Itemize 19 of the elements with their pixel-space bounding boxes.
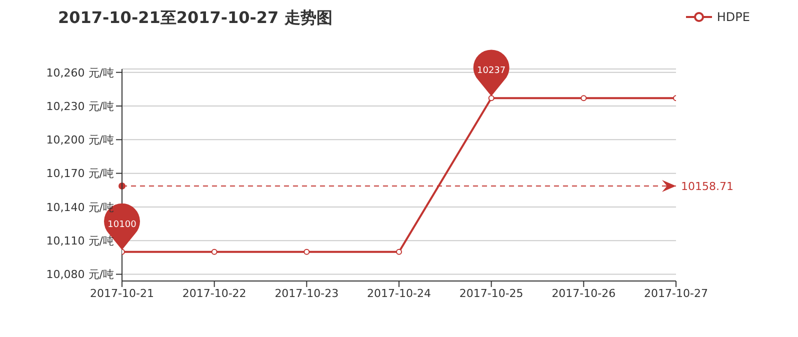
x-tick-label: 2017-10-22	[182, 286, 246, 300]
annotation: 10237	[477, 66, 506, 76]
y-tick-label: 10,230 元/吨	[46, 100, 114, 113]
y-tick-label: 10,260 元/吨	[46, 66, 114, 80]
x-tick-label: 2017-10-24	[367, 286, 431, 300]
legend-label: HDPE	[716, 10, 750, 24]
x-tick-label: 2017-10-21	[90, 286, 154, 300]
y-tick-label: 10,170 元/吨	[46, 167, 114, 180]
ref-line-label: 10158.71	[681, 180, 734, 193]
annotation: 10100	[108, 220, 137, 230]
x-tick-label: 2017-10-23	[274, 286, 339, 300]
y-tick-label: 10,110 元/吨	[46, 234, 114, 248]
x-tick-label: 2017-10-25	[459, 286, 524, 300]
chart-title: 2017-10-21至2017-10-27 走势图	[58, 8, 332, 29]
y-tick-label: 10,080 元/吨	[46, 268, 114, 282]
x-tick-label: 2017-10-26	[552, 286, 616, 300]
x-tick-label: 2017-10-27	[644, 286, 708, 300]
y-tick-label: 10,140 元/吨	[46, 200, 114, 214]
y-tick-label: 10,200 元/吨	[46, 134, 114, 147]
